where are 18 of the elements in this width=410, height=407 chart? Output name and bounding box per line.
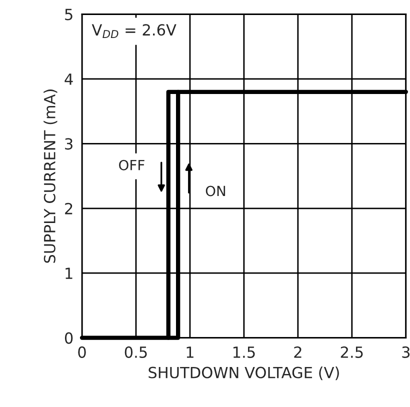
x-tick-label: 3 — [402, 346, 410, 358]
x-tick-label: 2 — [294, 346, 302, 358]
y-tick-label: 4 — [64, 74, 73, 85]
x-tick-label: 0.5 — [124, 346, 147, 358]
annotation: ON — [206, 186, 226, 196]
annotation: OFF — [119, 160, 144, 170]
y-tick-label: 0 — [64, 332, 73, 344]
annotation: V$_{DD}$ = 2.6V — [92, 24, 176, 38]
y-tick-label: 3 — [65, 138, 72, 150]
x-axis-title: SHUTDOWN VOLTAGE (V) — [148, 366, 339, 380]
x-tick-label: 0 — [78, 346, 86, 358]
y-tick-label: 2 — [65, 202, 72, 214]
x-tick-label: 1.5 — [233, 346, 255, 358]
y-tick-label: 1 — [66, 268, 72, 279]
y-tick-label: 5 — [65, 8, 72, 20]
y-axis-title: SUPPLY CURRENT (mA) — [44, 90, 58, 263]
x-tick-label: 2.5 — [340, 346, 363, 358]
x-tick-label: 1 — [186, 346, 194, 358]
